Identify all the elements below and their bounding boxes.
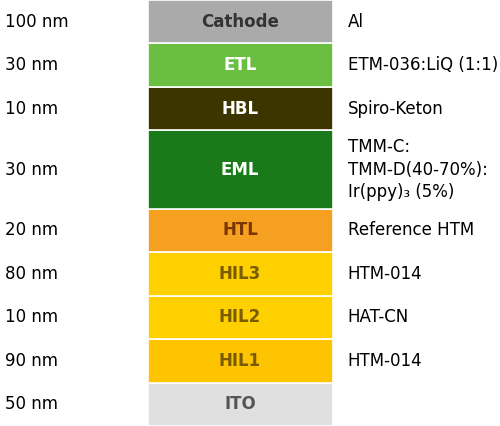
- Text: 80 nm: 80 nm: [5, 265, 58, 283]
- Bar: [148, 383, 332, 426]
- Bar: [148, 87, 332, 130]
- Text: EML: EML: [221, 161, 259, 178]
- Text: TMM-C:
TMM-D(40-70%):
Ir(ppy)₃ (5%): TMM-C: TMM-D(40-70%): Ir(ppy)₃ (5%): [348, 138, 488, 201]
- Bar: [148, 43, 332, 87]
- Text: Cathode: Cathode: [201, 13, 279, 31]
- Bar: [148, 209, 332, 252]
- Text: 100 nm: 100 nm: [5, 13, 68, 31]
- Text: HIL3: HIL3: [219, 265, 261, 283]
- Text: 10 nm: 10 nm: [5, 308, 58, 326]
- Text: 20 nm: 20 nm: [5, 222, 58, 239]
- Bar: [148, 130, 332, 209]
- Text: ETL: ETL: [224, 56, 256, 74]
- Text: 30 nm: 30 nm: [5, 161, 58, 178]
- Text: HTL: HTL: [222, 222, 258, 239]
- Text: ITO: ITO: [224, 395, 256, 413]
- Bar: [148, 252, 332, 296]
- Bar: [148, 296, 332, 339]
- Text: Al: Al: [348, 13, 364, 31]
- Text: 10 nm: 10 nm: [5, 100, 58, 118]
- Text: HIL1: HIL1: [219, 352, 261, 370]
- Text: Reference HTM: Reference HTM: [348, 222, 474, 239]
- Text: Spiro-Keton: Spiro-Keton: [348, 100, 444, 118]
- Text: HIL2: HIL2: [219, 308, 261, 326]
- Bar: [148, 339, 332, 383]
- Text: HBL: HBL: [222, 100, 258, 118]
- Text: 30 nm: 30 nm: [5, 56, 58, 74]
- Text: ETM-036:LiQ (1:1): ETM-036:LiQ (1:1): [348, 56, 498, 74]
- Text: HTM-014: HTM-014: [348, 265, 422, 283]
- Bar: [148, 0, 332, 43]
- Text: HAT-CN: HAT-CN: [348, 308, 409, 326]
- Text: 50 nm: 50 nm: [5, 395, 58, 413]
- Text: 90 nm: 90 nm: [5, 352, 58, 370]
- Text: HTM-014: HTM-014: [348, 352, 422, 370]
